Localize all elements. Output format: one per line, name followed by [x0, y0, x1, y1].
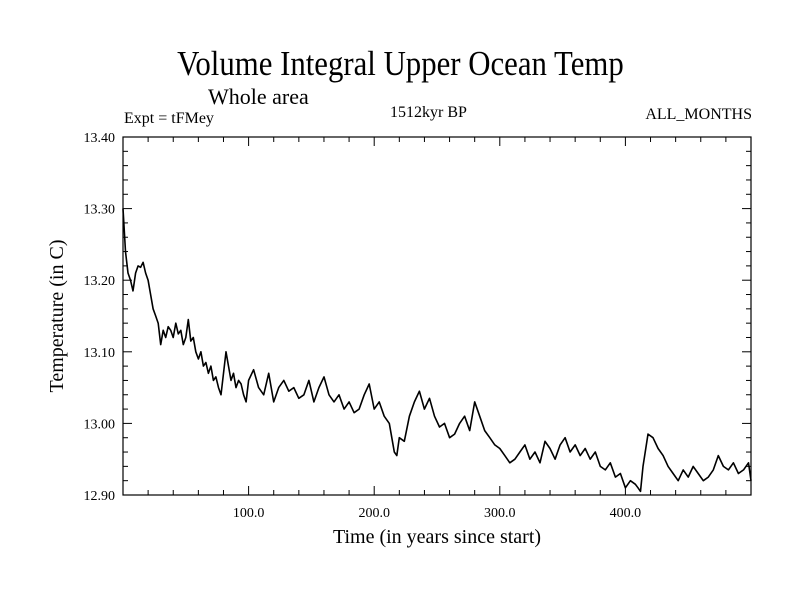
months-label: ALL_MONTHS: [645, 106, 752, 123]
y-axis-label: Temperature (in C): [46, 240, 68, 393]
x-tick-label: 200.0: [358, 506, 390, 521]
temperature-series-line: [122, 208, 752, 493]
x-axis-label: Time (in years since start): [333, 526, 541, 548]
axis-ticks: [123, 137, 751, 495]
y-tick-label: 13.20: [84, 274, 116, 289]
y-tick-label: 13.30: [84, 203, 116, 218]
x-tick-label: 300.0: [484, 506, 516, 521]
x-tick-label: 400.0: [610, 506, 642, 521]
y-tick-label: 13.00: [84, 417, 116, 432]
y-tick-label: 12.90: [84, 489, 116, 504]
plot-frame: [122, 136, 752, 496]
chart-subtitle: Whole area: [208, 84, 309, 109]
tick-labels: 100.0 200.0 300.0 400.0 12.90 13.00 13.10 13.20…: [84, 131, 642, 521]
y-tick-label: 13.10: [84, 346, 116, 361]
y-tick-label: 13.40: [84, 131, 116, 146]
x-tick-label: 100.0: [233, 506, 265, 521]
experiment-label: Expt = tFMey: [124, 110, 214, 127]
period-label: 1512kyr BP: [390, 104, 467, 121]
chart-title: Volume Integral Upper Ocean Temp: [177, 44, 624, 83]
